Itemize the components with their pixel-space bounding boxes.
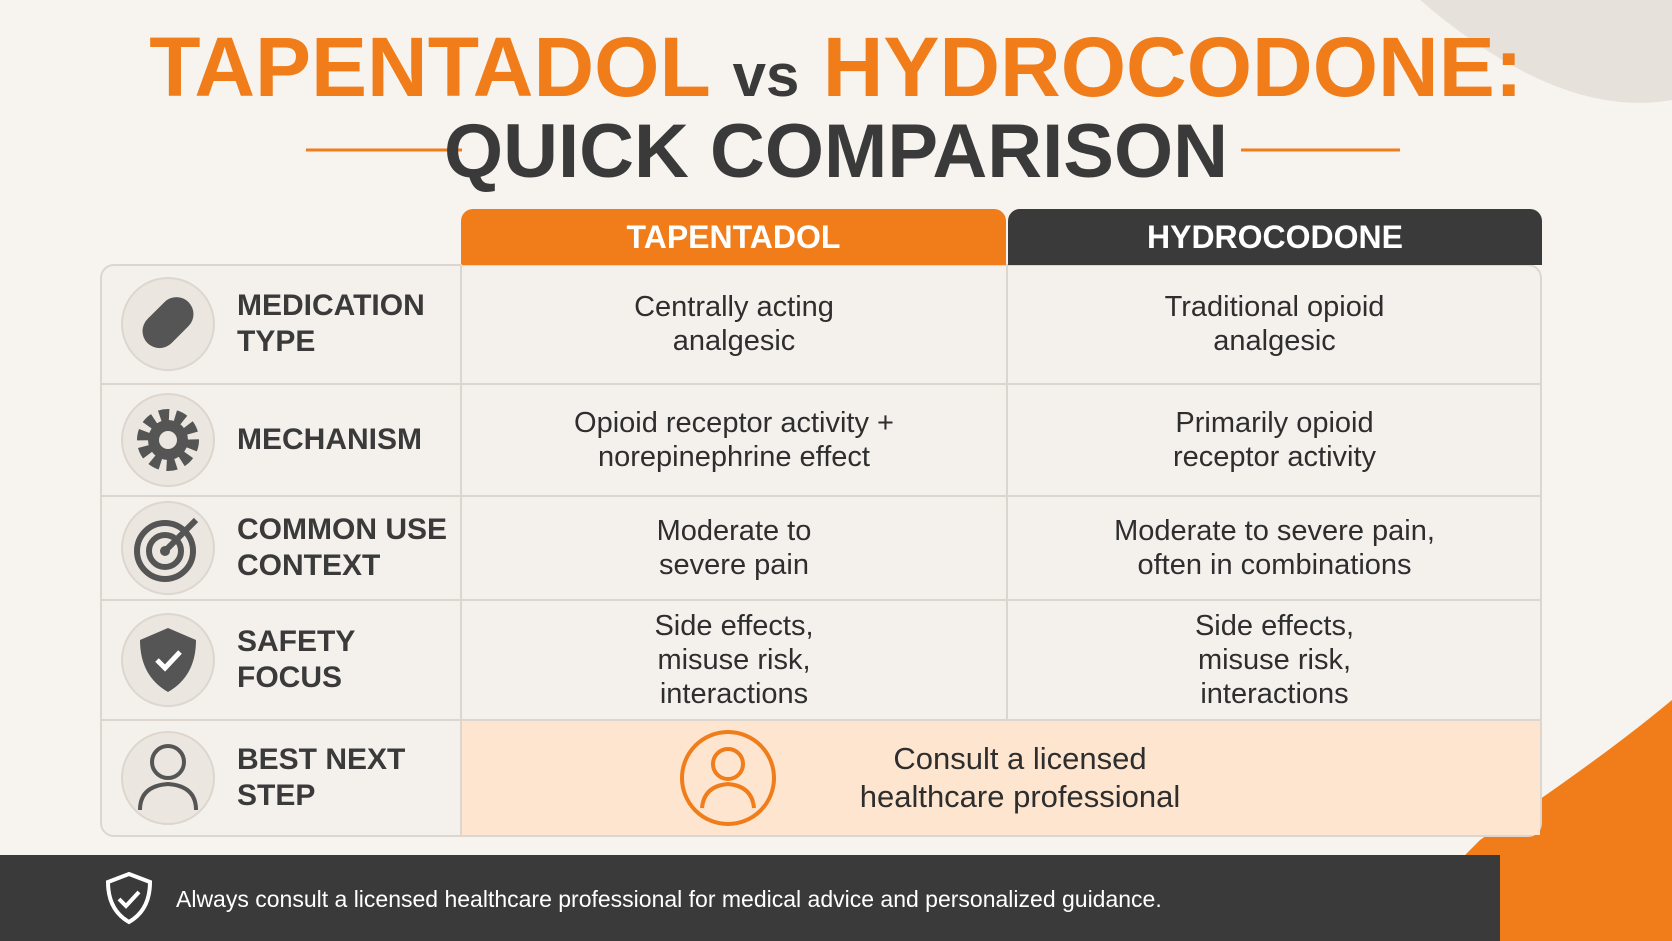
cell-text: Opioid receptor activity + norepinephrin… (574, 407, 894, 473)
row-label: SAFETY FOCUS (237, 625, 355, 694)
cell: Primarily opioid receptor activity (1007, 384, 1542, 496)
row-label: MEDICATION TYPE (237, 289, 425, 358)
cell: Moderate to severe pain (461, 496, 1007, 600)
footer-icon (105, 871, 153, 925)
cell-text: Moderate to severe pain, often in combin… (1114, 515, 1435, 581)
title: TAPENTADOL vs HYDROCODONE: (0, 22, 1672, 121)
footer-bar (0, 855, 1500, 941)
cell: Centrally acting analgesic (461, 264, 1007, 384)
cell: Moderate to severe pain, often in combin… (1007, 496, 1542, 600)
footer-text: Always consult a licensed healthcare pro… (176, 886, 1162, 912)
cell-text: Primarily opioid receptor activity (1172, 407, 1377, 473)
row-label: MECHANISM (237, 423, 422, 456)
title-left: TAPENTADOL (149, 20, 710, 114)
recommendation-text: Consult a licensed healthcare profession… (859, 740, 1181, 814)
title-right: HYDROCODONE: (822, 20, 1523, 114)
title-vs: vs (732, 42, 800, 109)
cell-text: Centrally acting analgesic (634, 291, 834, 357)
column-header: HYDROCODONE (1008, 209, 1542, 265)
cell-text: Side effects, misuse risk, interactions (1194, 610, 1355, 710)
cell: Opioid receptor activity + norepinephrin… (461, 384, 1007, 496)
recommendation: Consult a licensed healthcare profession… (800, 720, 1240, 835)
cell: Side effects, misuse risk, interactions (461, 600, 1007, 720)
recommendation-bg (461, 720, 1540, 835)
cell-text: Side effects, misuse risk, interactions (654, 610, 814, 710)
cell: Side effects, misuse risk, interactions (1007, 600, 1542, 720)
subtitle: QUICK COMPARISON (444, 109, 1228, 194)
cell: Traditional opioid analgesic (1007, 264, 1542, 384)
row-label: BEST NEXT STEP (237, 743, 406, 812)
cell-text: Traditional opioid analgesic (1164, 291, 1385, 357)
row-label: COMMON USE CONTEXT (237, 513, 447, 582)
cell-text: Moderate to severe pain (656, 515, 812, 581)
column-header: TAPENTADOL (461, 209, 1006, 265)
